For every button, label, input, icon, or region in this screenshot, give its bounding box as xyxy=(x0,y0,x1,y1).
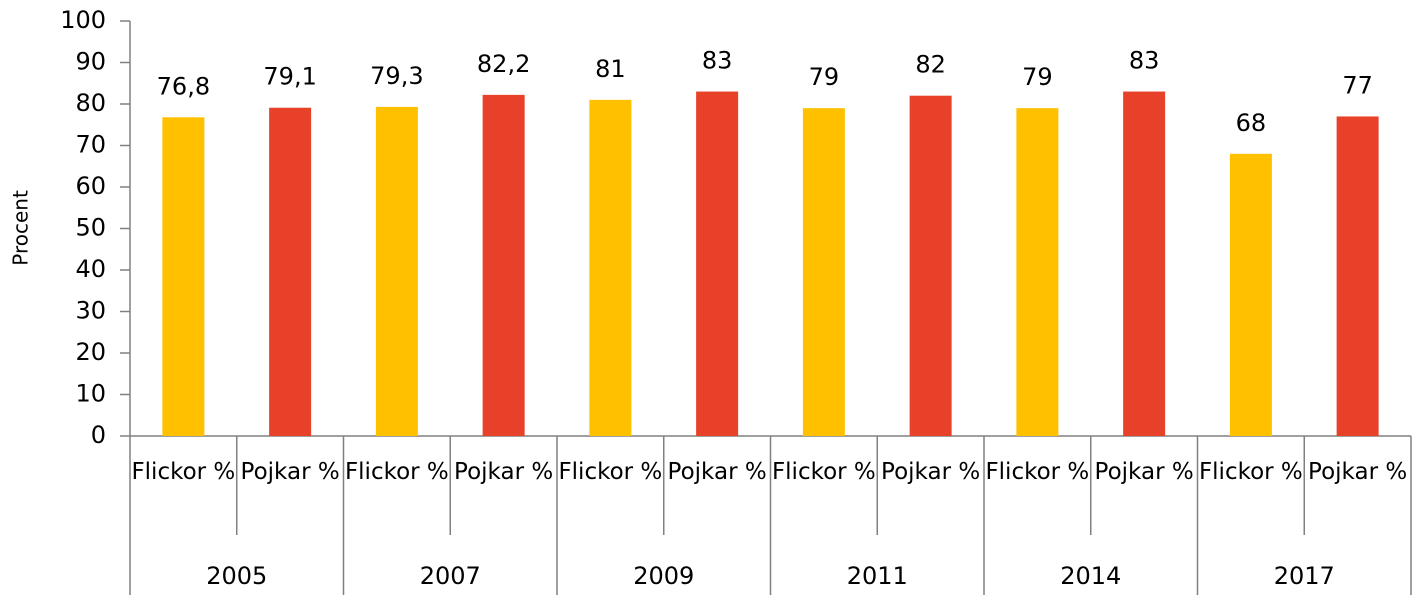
bar xyxy=(269,107,312,437)
bar xyxy=(162,117,205,436)
y-tick-label: 60 xyxy=(75,172,106,200)
group-label: 2011 xyxy=(847,562,908,590)
group-label: 2017 xyxy=(1274,562,1335,590)
x-tick-label: Flickor % xyxy=(344,459,449,485)
x-tick-label: Flickor % xyxy=(558,459,663,485)
bar xyxy=(1123,91,1166,437)
bar xyxy=(802,108,845,437)
bar xyxy=(482,94,525,437)
x-tick-label: Flickor % xyxy=(131,459,236,485)
bar xyxy=(1336,116,1379,436)
x-tick-label: Flickor % xyxy=(771,459,876,485)
x-tick-label: Pojkar % xyxy=(667,459,767,485)
value-label: 77 xyxy=(1342,71,1373,99)
y-tick-label: 10 xyxy=(75,380,106,408)
group-label: 2007 xyxy=(420,562,481,590)
value-label: 82,2 xyxy=(477,50,530,78)
x-tick-label: Flickor % xyxy=(985,459,1090,485)
value-label: 79,3 xyxy=(370,62,423,90)
value-label: 83 xyxy=(702,47,733,75)
y-tick-label: 0 xyxy=(91,421,106,449)
value-label: 83 xyxy=(1129,47,1160,75)
group-label: 2009 xyxy=(633,562,694,590)
bar xyxy=(696,91,739,437)
bar xyxy=(909,95,952,436)
value-label: 68 xyxy=(1236,109,1267,137)
x-tick-label: Flickor % xyxy=(1198,459,1303,485)
x-tick-label: Pojkar % xyxy=(454,459,554,485)
bar xyxy=(589,99,632,436)
x-tick-label: Pojkar % xyxy=(240,459,340,485)
group-label: 2005 xyxy=(206,562,267,590)
bar xyxy=(1229,153,1272,437)
y-axis-label: Procent xyxy=(9,190,33,266)
y-tick-label: 80 xyxy=(75,89,106,117)
value-label: 79,1 xyxy=(263,63,316,91)
y-tick-label: 50 xyxy=(75,214,106,242)
y-tick-label: 70 xyxy=(75,131,106,159)
y-tick-label: 30 xyxy=(75,297,106,325)
bar xyxy=(1016,108,1059,437)
value-label: 76,8 xyxy=(157,72,210,100)
value-label: 81 xyxy=(595,55,626,83)
value-label: 79 xyxy=(1022,63,1053,91)
x-tick-label: Pojkar % xyxy=(1094,459,1194,485)
value-label: 82 xyxy=(915,51,946,79)
group-label: 2014 xyxy=(1060,562,1121,590)
bar xyxy=(375,106,418,436)
y-tick-label: 90 xyxy=(75,48,106,76)
x-tick-label: Pojkar % xyxy=(1308,459,1408,485)
y-tick-label: 100 xyxy=(60,6,106,34)
x-tick-label: Pojkar % xyxy=(881,459,981,485)
y-tick-label: 40 xyxy=(75,255,106,283)
y-tick-label: 20 xyxy=(75,338,106,366)
value-label: 79 xyxy=(809,63,840,91)
